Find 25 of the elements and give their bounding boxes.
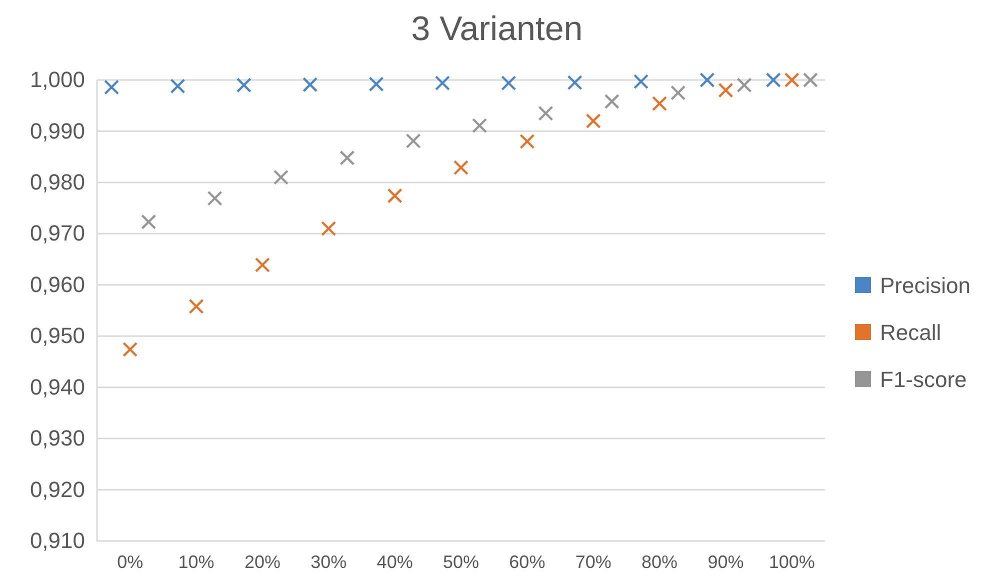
y-tick-label: 0,990 [30, 118, 85, 144]
x-tick-label: 90% [708, 552, 744, 572]
y-tick-label: 1,000 [30, 67, 85, 92]
x-tick-label: 100% [768, 552, 815, 572]
legend-label: Precision [880, 273, 970, 298]
x-tick-label: 10% [178, 552, 214, 572]
x-tick-label: 80% [642, 552, 678, 572]
chart-title: 3 Varianten [411, 10, 583, 48]
x-tick-label: 50% [442, 552, 480, 572]
legend-label: F1-score [880, 367, 967, 392]
y-tick-label: 0,910 [30, 528, 85, 554]
y-tick-label: 0,950 [30, 323, 85, 348]
legend-label: Recall [880, 320, 942, 345]
x-tick-label: 70% [575, 552, 612, 572]
y-tick-label: 0,940 [30, 374, 85, 400]
x-tick-label: 60% [509, 552, 546, 572]
x-tick-label: 30% [310, 552, 347, 572]
y-tick-label: 0,970 [30, 220, 85, 246]
x-tick-label: 20% [244, 552, 280, 572]
y-tick-label: 0,930 [30, 426, 85, 451]
x-tick-label: 40% [376, 552, 413, 572]
y-tick-label: 0,980 [30, 169, 85, 194]
y-tick-label: 0,920 [30, 476, 85, 502]
y-tick-label: 0,960 [30, 272, 85, 297]
x-tick-label: 0% [117, 552, 144, 572]
